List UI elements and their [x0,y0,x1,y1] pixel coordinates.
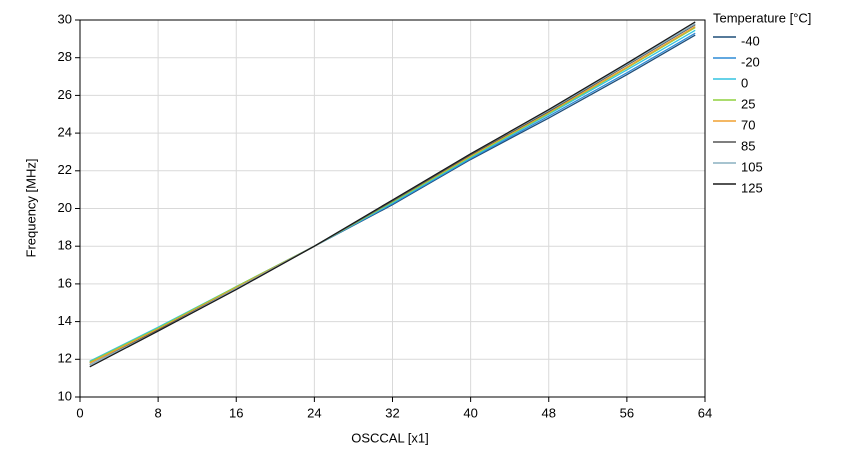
x-tick-label: 8 [155,405,162,420]
y-tick-label: 22 [58,162,72,177]
legend-label: 85 [741,138,755,153]
x-tick-label: 32 [385,405,399,420]
x-tick-label: 40 [463,405,477,420]
plot-frame [79,19,706,398]
y-tick-label: 20 [58,200,72,215]
y-tick-label: 18 [58,238,72,253]
legend-label: -20 [741,54,760,69]
legend-label: 0 [741,75,748,90]
y-axis-label: Frequency [MHz] [23,159,38,258]
series-line [89,26,696,363]
y-tick-label: 16 [58,275,72,290]
legend-label: 125 [741,180,763,195]
x-tick-label: 48 [542,405,556,420]
y-tick-label: 10 [58,388,72,403]
legend-title: Temperature [°C] [713,10,811,25]
y-tick-label: 26 [58,87,72,102]
y-tick-label: 24 [58,125,72,140]
x-tick-label: 24 [307,405,321,420]
y-tick-label: 28 [58,49,72,64]
series-line [89,21,696,368]
x-tick-label: 56 [620,405,634,420]
y-tick-label: 12 [58,351,72,366]
legend-label: 25 [741,96,755,111]
x-tick-label: 64 [698,405,712,420]
y-tick-label: 30 [58,11,72,26]
x-tick-label: 16 [229,405,243,420]
y-tick-label: 14 [58,313,72,328]
x-tick-label: 0 [76,405,83,420]
legend-label: -40 [741,33,760,48]
legend-label: 105 [741,159,763,174]
x-axis-label: OSCCAL [x1] [351,430,429,445]
legend-label: 70 [741,117,755,132]
